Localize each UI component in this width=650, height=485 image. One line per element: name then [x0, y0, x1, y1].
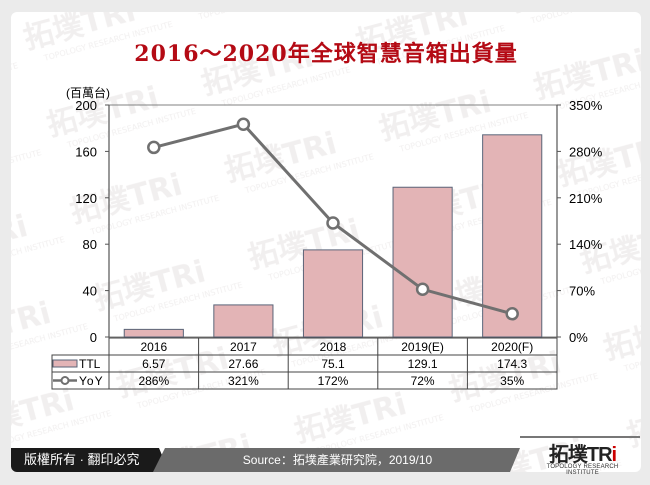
- right-tick-label: 70%: [569, 284, 595, 299]
- left-tick-label: 160: [75, 144, 97, 159]
- right-tick-label: 350%: [569, 98, 603, 113]
- y-axis-unit-label: (百萬台): [66, 86, 110, 100]
- legend-yoy-label: YoY: [79, 374, 104, 388]
- logo-divider: [520, 436, 640, 438]
- legend-ttl-label: TTL: [79, 357, 101, 371]
- bar-ttl-2019(E): [392, 186, 453, 338]
- logo-subtitle: TOPOLOGY RESEARCH INSTITUTE: [546, 464, 619, 476]
- table-yoy-cell: 286%: [138, 374, 169, 388]
- table-ttl-cell: 129.1: [408, 357, 438, 371]
- chart-title: 2016～2020年全球智慧音箱出貨量: [134, 41, 518, 67]
- right-tick-label: 280%: [569, 144, 603, 159]
- left-tick-label: 80: [83, 237, 97, 252]
- bar-ttl-2020(F): [482, 134, 543, 338]
- bar-ttl-2018: [302, 249, 364, 338]
- left-tick-label: 120: [75, 191, 97, 206]
- right-tick-label: 140%: [569, 237, 603, 252]
- table-ttl-cell: 174.3: [497, 357, 527, 371]
- yoy-marker-2017: [236, 117, 251, 131]
- tri-logo: 拓墣TRi TOPOLOGY RESEARCH INSTITUTE: [530, 438, 635, 476]
- right-tick-label: 210%: [569, 191, 603, 206]
- legend-yoy-marker: [60, 376, 70, 385]
- right-tick-label: 0%: [569, 330, 588, 345]
- table-ttl-cell: 27.66: [228, 357, 258, 371]
- bar-ttl-2016: [123, 328, 184, 338]
- table-yoy-cell: 321%: [228, 374, 259, 388]
- left-tick-label: 40: [83, 284, 97, 299]
- left-tick-label: 0: [90, 330, 97, 345]
- yoy-marker-2018: [326, 216, 340, 230]
- copyright-banner: 版權所有 · 翻印必究: [11, 448, 169, 472]
- yoy-marker-2016: [147, 140, 161, 155]
- yoy-marker-2019(E): [415, 282, 430, 297]
- bar-ttl-2017: [213, 304, 274, 338]
- table-header-cell: 2018: [320, 340, 347, 354]
- table-ttl-cell: 6.57: [142, 357, 166, 371]
- table-yoy-cell: 72%: [411, 374, 435, 388]
- logo-mark: 拓墣TRi: [548, 444, 617, 466]
- table-ttl-cell: 75.1: [321, 357, 345, 371]
- legend-ttl-swatch: [52, 359, 78, 368]
- table-header-cell: 2020(F): [491, 340, 533, 354]
- source-banner: Source：拓墣產業研究院，2019/10: [153, 448, 520, 472]
- table-header-cell: 2017: [230, 340, 257, 354]
- table-header-cell: 2016: [140, 340, 167, 354]
- table-yoy-cell: 172%: [318, 374, 349, 388]
- left-tick-label: 200: [75, 98, 97, 113]
- table-yoy-cell: 35%: [500, 374, 524, 388]
- yoy-marker-2020(F): [505, 307, 519, 321]
- table-header-cell: 2019(E): [401, 340, 444, 354]
